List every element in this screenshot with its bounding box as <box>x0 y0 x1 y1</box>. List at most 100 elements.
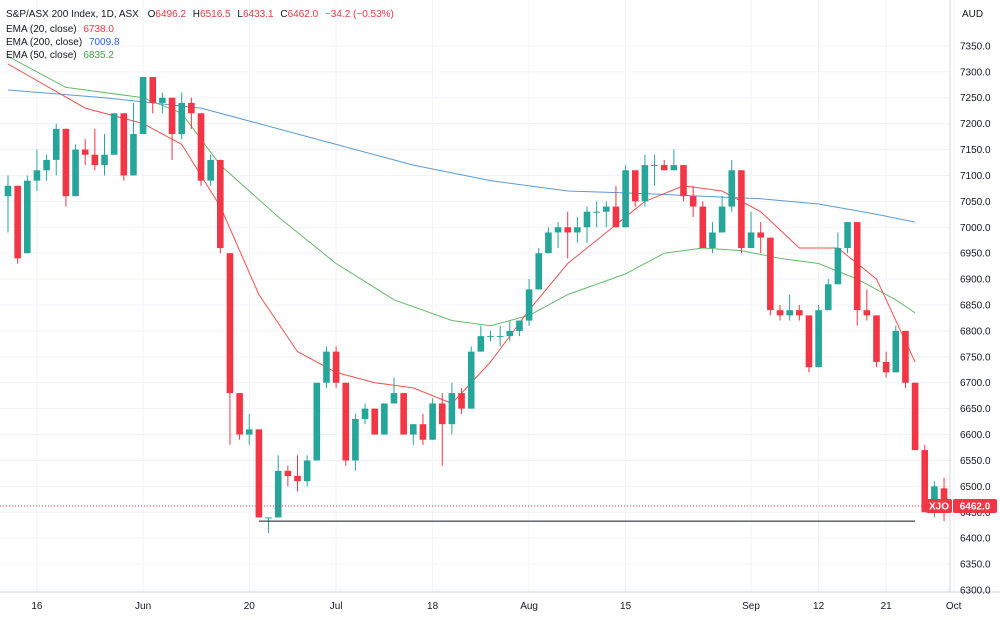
candle-down[interactable] <box>873 315 880 368</box>
candle-down[interactable] <box>776 305 784 321</box>
candle-up[interactable] <box>265 517 272 533</box>
candle-down[interactable] <box>284 465 292 487</box>
candle-up[interactable] <box>477 325 485 352</box>
candle-down[interactable] <box>738 170 745 254</box>
candle-up[interactable] <box>892 325 900 373</box>
candle-up[interactable] <box>72 144 79 197</box>
candle-up[interactable] <box>4 175 12 233</box>
candle-up[interactable] <box>651 154 658 186</box>
candle-up[interactable] <box>139 77 147 134</box>
candle-down[interactable] <box>419 413 427 445</box>
candle-up[interactable] <box>361 403 369 425</box>
candle-up[interactable] <box>245 413 253 445</box>
candle-up[interactable] <box>52 123 60 176</box>
candle-down[interactable] <box>438 393 446 466</box>
candle-up[interactable] <box>728 159 736 212</box>
candle-down[interactable] <box>149 77 157 114</box>
candle-up[interactable] <box>487 330 494 342</box>
candle-down[interactable] <box>226 253 234 445</box>
candle-down[interactable] <box>91 128 99 171</box>
candle-down[interactable] <box>805 315 813 373</box>
candle-up[interactable] <box>670 149 678 171</box>
candle-down[interactable] <box>371 408 378 435</box>
candle-up[interactable] <box>574 216 581 243</box>
candle-down[interactable] <box>255 429 263 518</box>
candle-down[interactable] <box>699 201 707 248</box>
candle-up[interactable] <box>313 382 321 461</box>
candle-down[interactable] <box>757 222 764 254</box>
candle-down[interactable] <box>902 330 909 388</box>
candle-up[interactable] <box>554 222 562 248</box>
candle-down[interactable] <box>689 185 697 217</box>
candle-up[interactable] <box>352 413 359 471</box>
legend-ema20[interactable]: EMA (20, close) 6738.0 <box>6 24 114 35</box>
candle-up[interactable] <box>622 165 629 228</box>
candle-down[interactable] <box>400 393 407 435</box>
legend-ema50[interactable]: EMA (50, close) 6835.2 <box>6 50 114 61</box>
candle-up[interactable] <box>516 320 523 337</box>
candle-up[interactable] <box>506 320 514 342</box>
candle-down[interactable] <box>217 159 224 254</box>
candle-down[interactable] <box>911 382 919 451</box>
candle-down[interactable] <box>882 351 890 378</box>
candle-up[interactable] <box>545 227 552 254</box>
candle-up[interactable] <box>303 455 311 487</box>
candle-up[interactable] <box>381 403 388 435</box>
price-axis[interactable]: 6300.0 6350.0 6400.0 6450.0 6500.0 6550.0 6600… <box>960 41 991 596</box>
candle-down[interactable] <box>14 185 21 264</box>
candle-down[interactable] <box>168 97 176 160</box>
candle-up[interactable] <box>815 305 822 368</box>
candle-down[interactable] <box>612 185 620 228</box>
candle-down[interactable] <box>62 128 70 207</box>
candle-up[interactable] <box>130 102 137 176</box>
candle-down[interactable] <box>564 211 571 259</box>
candle-up[interactable] <box>429 398 436 440</box>
candle-up[interactable] <box>535 248 543 290</box>
candle-up[interactable] <box>390 377 398 404</box>
candle-down[interactable] <box>294 455 301 492</box>
candle-down[interactable] <box>236 393 243 440</box>
candle-down[interactable] <box>796 305 803 321</box>
candle-up[interactable] <box>641 154 649 207</box>
candle-up[interactable] <box>525 279 533 326</box>
candle-up[interactable] <box>43 154 50 181</box>
candle-down[interactable] <box>631 170 639 207</box>
candles[interactable] <box>4 77 948 533</box>
candle-up[interactable] <box>448 382 456 435</box>
candle-up[interactable] <box>747 211 755 248</box>
candle-down[interactable] <box>81 139 89 166</box>
candle-up[interactable] <box>101 134 108 176</box>
candle-up[interactable] <box>583 206 591 243</box>
candle-up[interactable] <box>323 346 330 388</box>
candle-up[interactable] <box>824 279 832 311</box>
candle-up[interactable] <box>593 201 600 228</box>
candle-down[interactable] <box>863 289 871 321</box>
candle-up[interactable] <box>709 222 716 254</box>
candle-down[interactable] <box>680 165 687 202</box>
candle-up[interactable] <box>110 113 118 155</box>
candle-down[interactable] <box>188 97 195 129</box>
candle-down[interactable] <box>342 382 350 466</box>
candle-down[interactable] <box>458 387 465 414</box>
candle-down[interactable] <box>120 113 128 181</box>
candle-up[interactable] <box>718 196 726 233</box>
candle-up[interactable] <box>24 175 31 254</box>
candle-up[interactable] <box>496 325 504 347</box>
candle-up[interactable] <box>786 294 793 321</box>
candle-down[interactable] <box>332 346 340 388</box>
candle-down[interactable] <box>767 237 774 316</box>
candle-up[interactable] <box>834 232 842 285</box>
candle-up[interactable] <box>410 424 417 445</box>
candle-up[interactable] <box>844 222 851 254</box>
candle-down[interactable] <box>853 222 861 326</box>
legend-ema200[interactable]: EMA (200, close) 7009.8 <box>6 37 120 48</box>
time-axis[interactable]: 16 Jun 20 Jul 18 Aug 15 Sep 12 21 Oct <box>31 601 961 612</box>
candle-down[interactable] <box>197 113 205 186</box>
candle-up[interactable] <box>178 92 185 140</box>
candle-up[interactable] <box>467 346 475 409</box>
candle-up[interactable] <box>274 455 282 518</box>
candle-up[interactable] <box>159 92 166 114</box>
candle-up[interactable] <box>603 201 610 228</box>
candle-up[interactable] <box>207 154 214 186</box>
